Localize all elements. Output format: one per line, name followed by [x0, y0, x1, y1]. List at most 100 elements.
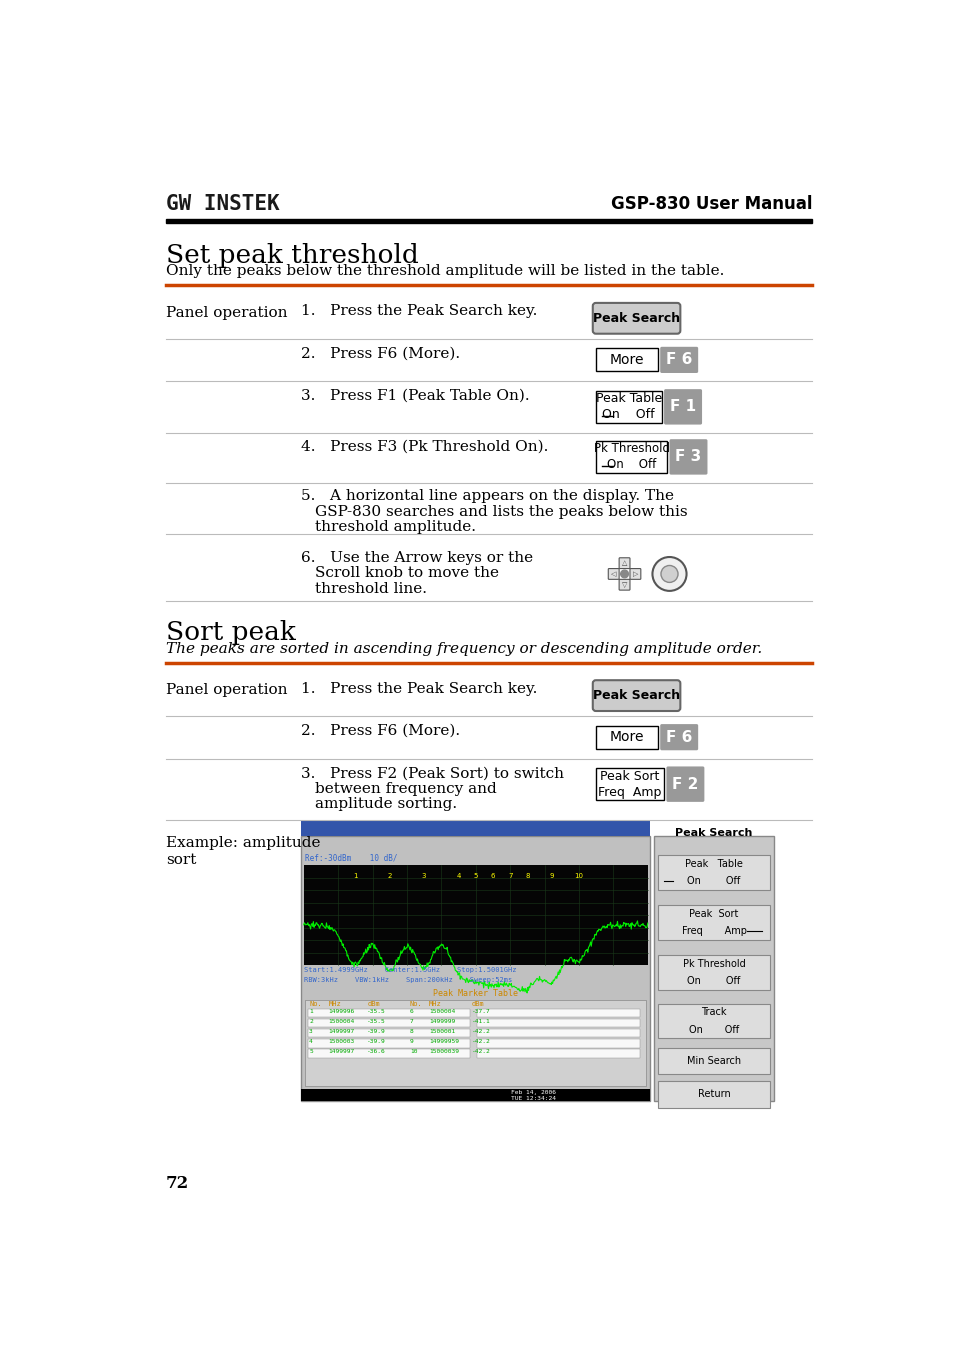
Bar: [654, 836, 773, 1102]
Text: -35.5: -35.5: [367, 1019, 386, 1025]
Text: MHz: MHz: [328, 1002, 341, 1007]
Text: sort: sort: [166, 853, 196, 867]
Bar: [301, 836, 649, 1102]
Text: 6: 6: [410, 1008, 414, 1014]
Bar: [596, 440, 666, 472]
Text: 1: 1: [309, 1008, 313, 1014]
Bar: [658, 1003, 769, 1038]
Text: GW INSTEK: GW INSTEK: [166, 194, 279, 215]
Bar: [305, 1000, 645, 1085]
Text: 10: 10: [410, 1049, 416, 1054]
Text: RBW:3kHz    VBW:1kHz    Span:200kHz    Sweep:52ms: RBW:3kHz VBW:1kHz Span:200kHz Sweep:52ms: [303, 976, 512, 983]
Text: 3.   Press F1 (Peak Table On).: 3. Press F1 (Peak Table On).: [301, 389, 530, 404]
Text: 9: 9: [549, 873, 553, 879]
Text: 7: 7: [507, 873, 512, 879]
Text: 1499999: 1499999: [429, 1019, 455, 1025]
Text: MHz: MHz: [429, 1002, 441, 1007]
Text: 10: 10: [574, 873, 583, 879]
FancyBboxPatch shape: [629, 568, 640, 579]
FancyBboxPatch shape: [669, 439, 707, 475]
Text: 9: 9: [410, 1040, 414, 1044]
FancyBboxPatch shape: [592, 302, 679, 333]
Bar: [476, 1040, 639, 1048]
Text: 1499996: 1499996: [328, 1008, 355, 1014]
Bar: [301, 1089, 649, 1100]
Text: 6: 6: [490, 873, 495, 879]
Bar: [476, 1049, 639, 1057]
Text: ▷: ▷: [632, 571, 638, 576]
Text: Feb 14, 2006: Feb 14, 2006: [510, 1089, 555, 1095]
Text: Scroll knob to move the: Scroll knob to move the: [315, 566, 498, 580]
Bar: [596, 348, 658, 371]
Text: Set peak threshold: Set peak threshold: [166, 243, 418, 267]
Text: GW INSTEK: GW INSTEK: [305, 807, 357, 818]
Bar: [658, 855, 769, 890]
Bar: [307, 1029, 470, 1038]
Text: 3: 3: [421, 873, 426, 879]
Bar: [301, 821, 649, 836]
Bar: [658, 954, 769, 990]
Text: dBm: dBm: [472, 1002, 484, 1007]
Text: -42.2: -42.2: [472, 1049, 490, 1054]
Bar: [166, 219, 811, 223]
Text: 4: 4: [309, 1040, 313, 1044]
Text: Track: Track: [700, 1007, 726, 1018]
Text: No.: No.: [309, 1002, 321, 1007]
Text: 1500004: 1500004: [328, 1019, 355, 1025]
Text: F 1: F 1: [669, 400, 696, 414]
Text: threshold amplitude.: threshold amplitude.: [315, 520, 476, 535]
Text: Peak Marker Table: Peak Marker Table: [433, 990, 517, 998]
Bar: [307, 1019, 470, 1027]
Text: 4.   Press F3 (Pk Threshold On).: 4. Press F3 (Pk Threshold On).: [301, 439, 548, 454]
Text: 8: 8: [524, 873, 529, 879]
Circle shape: [660, 566, 678, 582]
Text: amplitude sorting.: amplitude sorting.: [315, 798, 457, 811]
Text: 2.   Press F6 (More).: 2. Press F6 (More).: [301, 347, 460, 360]
Text: 8: 8: [410, 1029, 414, 1034]
Text: Sort peak: Sort peak: [166, 620, 295, 645]
FancyBboxPatch shape: [663, 389, 701, 424]
Text: Peak Table: Peak Table: [595, 393, 661, 405]
Text: 5: 5: [309, 1049, 313, 1054]
Text: -37.7: -37.7: [472, 1008, 490, 1014]
FancyBboxPatch shape: [608, 568, 618, 579]
Text: 72: 72: [166, 1174, 189, 1192]
Text: On    Off: On Off: [602, 409, 655, 421]
Text: -41.1: -41.1: [472, 1019, 490, 1025]
Text: GSP-830 User Manual: GSP-830 User Manual: [610, 196, 811, 213]
Text: Peak Search: Peak Search: [593, 312, 679, 325]
Text: 2: 2: [309, 1019, 313, 1025]
Text: ◁: ◁: [610, 571, 616, 576]
Text: Example: amplitude: Example: amplitude: [166, 836, 320, 849]
Bar: [307, 1049, 470, 1057]
Text: Panel operation: Panel operation: [166, 306, 287, 320]
Text: Min Search: Min Search: [686, 1056, 740, 1066]
Text: 1499997: 1499997: [328, 1029, 355, 1034]
Text: 14999959: 14999959: [429, 1040, 458, 1044]
Text: 1.   Press the Peak Search key.: 1. Press the Peak Search key.: [301, 305, 537, 319]
Text: On        Off: On Off: [687, 876, 740, 886]
Text: 15000039: 15000039: [429, 1049, 458, 1054]
Text: Ref:-30dBm    10 dB/: Ref:-30dBm 10 dB/: [305, 853, 397, 863]
Bar: [476, 1008, 639, 1018]
FancyBboxPatch shape: [666, 767, 703, 802]
Text: 3.   Press F2 (Peak Sort) to switch: 3. Press F2 (Peak Sort) to switch: [301, 767, 564, 780]
Text: Pk Threshold: Pk Threshold: [682, 958, 744, 969]
Text: 5.   A horizontal line appears on the display. The: 5. A horizontal line appears on the disp…: [301, 489, 674, 504]
Text: On       Off: On Off: [688, 1025, 739, 1034]
Bar: [476, 1029, 639, 1038]
Text: △: △: [621, 560, 626, 566]
Text: Only the peaks below the threshold amplitude will be listed in the table.: Only the peaks below the threshold ampli…: [166, 265, 723, 278]
Text: No.: No.: [410, 1002, 422, 1007]
Text: -39.9: -39.9: [367, 1040, 386, 1044]
Text: 7: 7: [410, 1019, 414, 1025]
Bar: [303, 865, 647, 965]
Text: Freq  Amp: Freq Amp: [598, 786, 661, 799]
Text: Peak  Sort: Peak Sort: [689, 909, 738, 919]
Text: -39.9: -39.9: [367, 1029, 386, 1034]
Text: Panel operation: Panel operation: [166, 683, 287, 698]
Bar: [476, 1019, 639, 1027]
Text: -36.6: -36.6: [367, 1049, 386, 1054]
Circle shape: [620, 570, 628, 578]
Text: 1500004: 1500004: [429, 1008, 455, 1014]
